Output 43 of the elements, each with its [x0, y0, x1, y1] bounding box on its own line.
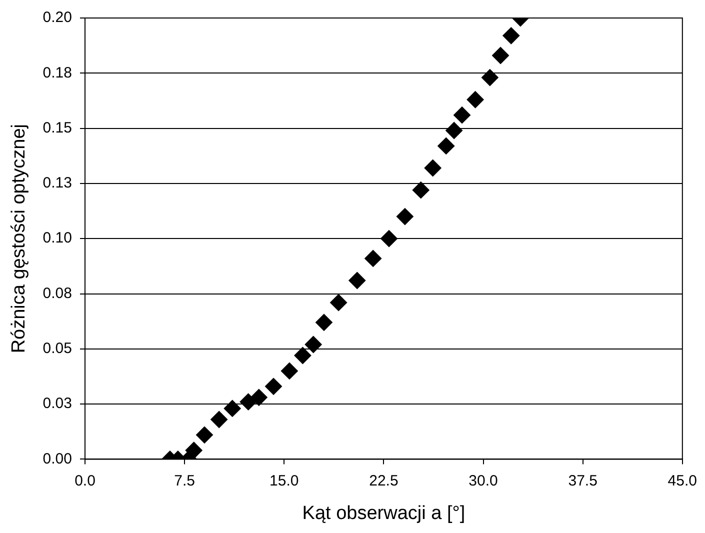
- y-tick-label: 0.00: [42, 450, 72, 468]
- point: [438, 137, 455, 154]
- x-tick-label: 30.0: [468, 472, 498, 490]
- point: [424, 160, 442, 177]
- point: [250, 388, 268, 406]
- y-tick-label: 0.15: [42, 119, 72, 136]
- point: [196, 426, 213, 444]
- point: [280, 362, 298, 380]
- x-tick-label: 45.0: [668, 472, 698, 490]
- point: [502, 27, 520, 44]
- y-tick-label: 0.13: [42, 174, 72, 192]
- point: [315, 314, 332, 331]
- y-axis-title: Różnica gęstości optycznej: [8, 124, 30, 354]
- point: [294, 347, 312, 364]
- point: [380, 230, 398, 248]
- x-tick-label: 15.0: [270, 472, 299, 490]
- point: [492, 47, 510, 64]
- point: [330, 294, 348, 312]
- point: [265, 378, 282, 395]
- x-tick-label: 0.0: [74, 472, 96, 490]
- point: [364, 250, 382, 267]
- x-tick-label: 37.5: [568, 472, 598, 490]
- point: [185, 442, 202, 459]
- y-tick-label: 0.03: [42, 395, 72, 412]
- point: [396, 208, 414, 226]
- point: [481, 69, 498, 86]
- point: [210, 410, 228, 428]
- y-tick-label: 0.08: [42, 284, 72, 302]
- x-tick-label: 7.5: [174, 472, 195, 490]
- point: [240, 393, 257, 410]
- x-tick-label: 22.5: [369, 472, 398, 490]
- y-tick-label: 0.05: [42, 340, 72, 358]
- y-tick-label: 0.20: [42, 9, 72, 26]
- point: [466, 91, 484, 108]
- y-tick-label: 0.10: [42, 230, 72, 247]
- point: [224, 400, 241, 417]
- y-tick-label: 0.18: [42, 64, 72, 82]
- point: [454, 106, 471, 124]
- point: [412, 182, 430, 199]
- point: [304, 336, 322, 353]
- point: [446, 122, 463, 140]
- point: [348, 272, 366, 290]
- x-axis-title: Kąt obserwacji a [°]: [302, 502, 466, 524]
